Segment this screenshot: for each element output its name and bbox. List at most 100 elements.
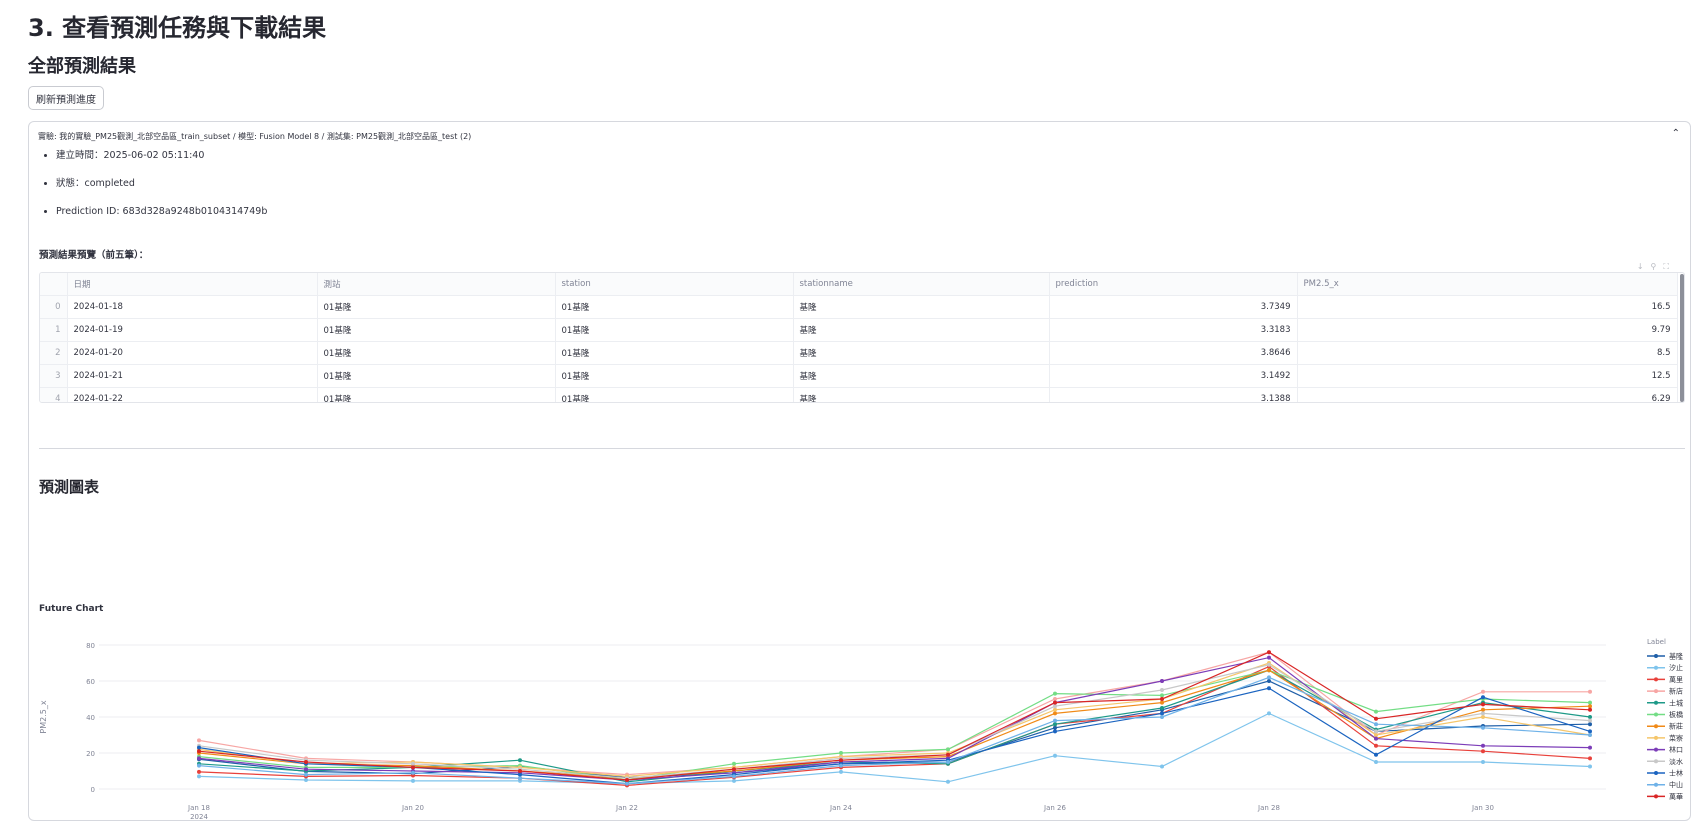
table-cell[interactable]: 16.5 bbox=[1297, 295, 1678, 319]
expander-header[interactable]: 實驗: 我的實驗_PM25觀測_北部空品區_train_subset / 模型:… bbox=[38, 132, 472, 141]
row-index: 2 bbox=[40, 341, 68, 365]
table-cell[interactable]: 2024-01-21 bbox=[67, 364, 318, 388]
table-cell[interactable]: 8.5 bbox=[1297, 341, 1678, 365]
legend-marker bbox=[1654, 759, 1658, 764]
legend-title: Label bbox=[1647, 638, 1666, 646]
refresh-prediction-button[interactable]: 刷新預測進度 bbox=[28, 86, 104, 110]
table-cell[interactable]: 3.1492 bbox=[1049, 364, 1298, 388]
data-point bbox=[839, 751, 843, 755]
chevron-up-icon[interactable]: ⌃ bbox=[1671, 128, 1680, 139]
table-cell[interactable]: 2024-01-18 bbox=[67, 295, 318, 319]
data-point bbox=[1160, 693, 1164, 698]
data-point bbox=[1053, 753, 1057, 758]
data-point bbox=[1160, 688, 1164, 692]
table-cell[interactable]: 01基隆 bbox=[555, 387, 794, 402]
column-header[interactable]: stationname bbox=[793, 273, 1050, 296]
legend-marker bbox=[1654, 724, 1658, 729]
results-dataframe[interactable]: 日期 測站 station stationname prediction PM2… bbox=[39, 272, 1685, 403]
download-icon[interactable]: ↓ bbox=[1636, 262, 1651, 271]
data-point bbox=[304, 778, 308, 782]
table-cell[interactable]: 3.7349 bbox=[1049, 295, 1298, 319]
fullscreen-icon[interactable]: ⛶ bbox=[1663, 262, 1676, 271]
table-cell[interactable]: 基隆 bbox=[793, 387, 1050, 402]
table-cell[interactable]: 01基隆 bbox=[317, 387, 556, 402]
search-icon[interactable]: ⚲ bbox=[1650, 262, 1664, 271]
row-index: 0 bbox=[40, 295, 68, 319]
legend-marker bbox=[1654, 712, 1658, 717]
results-table: 日期 測站 station stationname prediction PM2… bbox=[40, 273, 1678, 402]
data-point bbox=[1374, 736, 1378, 741]
data-point bbox=[1160, 697, 1164, 701]
y-tick-label: 0 bbox=[91, 786, 95, 794]
legend-entry: 汐止 bbox=[1669, 663, 1683, 672]
table-cell[interactable]: 6.29 bbox=[1297, 387, 1678, 402]
legend-marker bbox=[1654, 794, 1658, 799]
index-header bbox=[40, 273, 68, 296]
x-tick-label: Jan 24 bbox=[829, 804, 852, 812]
table-cell[interactable]: 基隆 bbox=[793, 364, 1050, 388]
table-scrollbar[interactable] bbox=[1680, 274, 1684, 402]
y-tick-label: 40 bbox=[86, 714, 95, 722]
table-cell[interactable]: 3.1388 bbox=[1049, 387, 1298, 402]
data-point bbox=[839, 769, 843, 774]
data-point bbox=[304, 767, 308, 772]
section-divider bbox=[39, 448, 1685, 449]
table-cell[interactable]: 2024-01-22 bbox=[67, 387, 318, 402]
table-cell[interactable]: 2024-01-20 bbox=[67, 341, 318, 365]
data-point bbox=[304, 760, 308, 764]
column-header[interactable]: 測站 bbox=[317, 273, 556, 296]
data-point bbox=[1481, 743, 1485, 748]
table-cell[interactable]: 01基隆 bbox=[317, 295, 556, 319]
row-index: 1 bbox=[40, 318, 68, 342]
table-cell[interactable]: 2024-01-19 bbox=[67, 318, 318, 342]
legend-marker bbox=[1654, 771, 1658, 775]
table-cell[interactable]: 3.8646 bbox=[1049, 341, 1298, 365]
data-point bbox=[1588, 689, 1592, 694]
table-cell[interactable]: 基隆 bbox=[793, 341, 1050, 365]
data-point bbox=[1481, 702, 1485, 707]
meta-created-time: 建立時間：2025-06-02 05:11:40 bbox=[56, 148, 267, 176]
data-point bbox=[1481, 707, 1485, 712]
column-header[interactable]: 日期 bbox=[67, 273, 318, 296]
data-point bbox=[1053, 718, 1057, 723]
table-cell[interactable]: 基隆 bbox=[793, 295, 1050, 319]
table-cell[interactable]: 3.3183 bbox=[1049, 318, 1298, 342]
legend-entry: 新莊 bbox=[1669, 722, 1683, 731]
table-cell[interactable]: 01基隆 bbox=[555, 364, 794, 388]
series-line bbox=[198, 669, 1591, 779]
data-point bbox=[946, 779, 950, 784]
data-point bbox=[1588, 715, 1592, 719]
data-point bbox=[1053, 697, 1057, 701]
table-cell[interactable]: 12.5 bbox=[1297, 364, 1678, 388]
table-cell[interactable]: 基隆 bbox=[793, 318, 1050, 342]
table-cell[interactable]: 9.79 bbox=[1297, 318, 1678, 342]
data-point bbox=[1053, 711, 1057, 716]
x-tick-label: Jan 28 bbox=[1257, 804, 1280, 812]
table-cell[interactable]: 01基隆 bbox=[317, 364, 556, 388]
data-point bbox=[304, 772, 308, 777]
data-point bbox=[625, 781, 629, 786]
table-cell[interactable]: 01基隆 bbox=[555, 341, 794, 365]
column-header[interactable]: station bbox=[555, 273, 794, 296]
table-cell[interactable]: 01基隆 bbox=[317, 318, 556, 342]
data-point bbox=[1374, 752, 1378, 757]
column-header[interactable]: PM2.5_x bbox=[1297, 273, 1678, 296]
data-point bbox=[1053, 725, 1057, 730]
data-point bbox=[1160, 764, 1164, 769]
y-tick-label: 80 bbox=[86, 642, 95, 650]
series-line bbox=[198, 664, 1591, 779]
data-point bbox=[1481, 725, 1485, 730]
data-point bbox=[411, 761, 415, 766]
x-tick-label: Jan 18 bbox=[187, 804, 210, 812]
data-point bbox=[946, 747, 950, 752]
data-point bbox=[1053, 704, 1057, 709]
table-cell[interactable]: 01基隆 bbox=[555, 318, 794, 342]
legend-marker bbox=[1654, 665, 1658, 670]
column-header[interactable]: prediction bbox=[1049, 273, 1298, 296]
series-line bbox=[198, 712, 1591, 785]
data-point bbox=[411, 765, 415, 770]
data-point bbox=[1481, 760, 1485, 764]
table-cell[interactable]: 01基隆 bbox=[555, 295, 794, 319]
table-cell[interactable]: 01基隆 bbox=[317, 341, 556, 365]
